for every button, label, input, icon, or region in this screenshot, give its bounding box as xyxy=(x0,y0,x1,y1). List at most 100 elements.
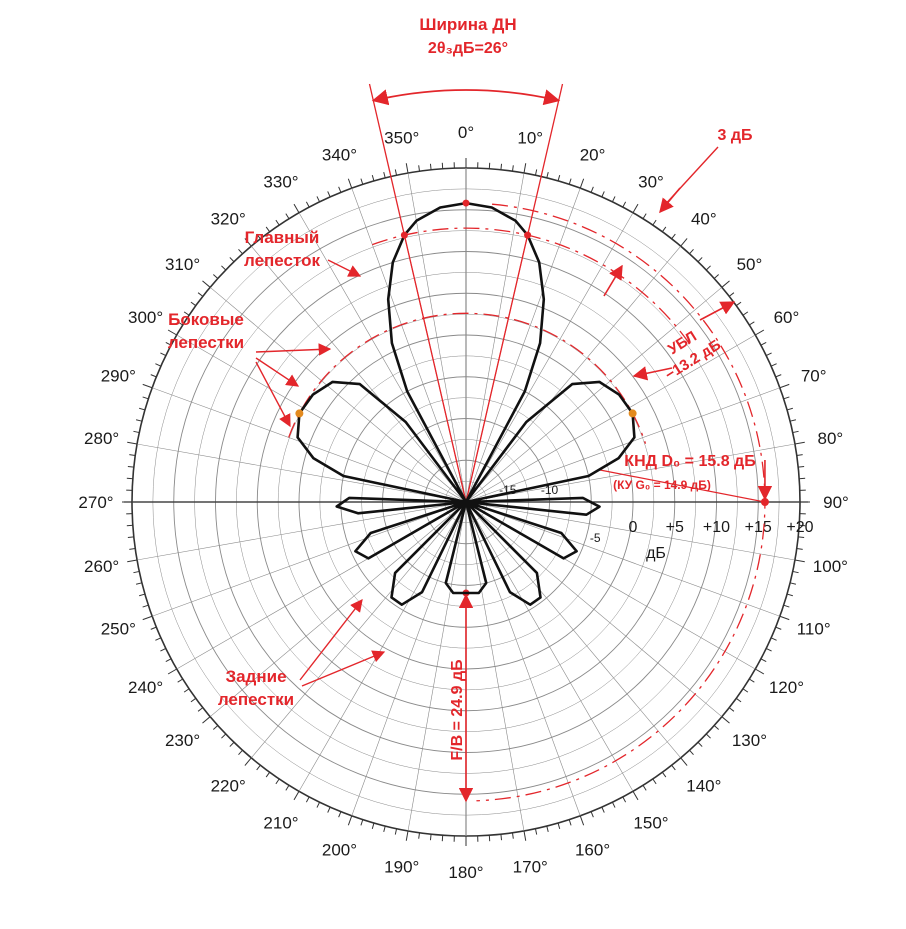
angle-tick xyxy=(244,238,252,247)
grid-spoke xyxy=(465,334,756,503)
angle-tick xyxy=(265,771,271,778)
angle-tick xyxy=(165,341,172,346)
peak-marker xyxy=(462,199,470,207)
grid-spoke xyxy=(137,501,467,561)
main-lobe-pointer xyxy=(327,259,362,277)
angle-tick xyxy=(338,186,342,193)
grid-spoke xyxy=(152,501,467,617)
angle-tick xyxy=(557,822,561,829)
angle-tick xyxy=(155,363,162,367)
angle-tick xyxy=(383,825,386,833)
grid-spoke xyxy=(209,501,467,717)
side-lobe-pointer-1 xyxy=(255,343,332,356)
angle-label: 310° xyxy=(165,255,200,274)
angle-label: 60° xyxy=(774,308,800,327)
angle-tick xyxy=(735,301,742,307)
angle-tick xyxy=(394,169,398,176)
angle-tick xyxy=(429,163,432,170)
halfpower-ray xyxy=(403,235,467,503)
angle-tick xyxy=(713,274,720,279)
angle-tick xyxy=(177,321,184,326)
angle-tick xyxy=(611,801,616,808)
angle-tick xyxy=(671,764,676,771)
db3-label: 3 дБ xyxy=(718,127,753,144)
angle-tick xyxy=(792,430,799,434)
annotations: Ширина ДН 2θ₃дБ=26° 3 дБ Главный лепесто… xyxy=(168,15,756,761)
angle-tick xyxy=(285,213,290,220)
angle-tick xyxy=(579,178,585,189)
sidelobe-level-arc xyxy=(288,312,647,444)
angle-tick xyxy=(142,383,153,389)
angle-tick xyxy=(601,806,605,813)
angle-label: 80° xyxy=(818,429,844,448)
front-to-back-label: F/B = 24.9 дБ xyxy=(449,659,466,760)
sll-arrow-2 xyxy=(632,366,673,381)
angle-label: 260° xyxy=(84,557,119,576)
grid-spoke xyxy=(465,501,723,717)
angle-tick xyxy=(238,248,243,255)
angle-tick xyxy=(557,175,561,182)
angle-tick xyxy=(765,352,772,357)
sidelobe-marker xyxy=(628,409,637,418)
angle-labels: 0° 10° 20° 30° 40° 50° 60° 70° 80° 90° 100° 110° 120… xyxy=(78,123,848,882)
angle-label: 10° xyxy=(517,129,543,148)
angle-tick xyxy=(534,828,538,835)
angle-tick xyxy=(794,441,805,445)
angle-tick xyxy=(735,697,742,703)
angle-tick xyxy=(786,593,793,597)
angle-tick xyxy=(418,165,421,172)
angle-tick xyxy=(770,637,777,641)
back-lobes-label-2: лепестки xyxy=(218,690,294,709)
angle-tick xyxy=(293,791,300,801)
angle-tick xyxy=(500,163,503,170)
halfpower-ray xyxy=(465,235,529,503)
angle-tick xyxy=(755,329,765,336)
angle-label: 330° xyxy=(263,173,298,192)
angle-label: 100° xyxy=(813,557,848,576)
angle-tick xyxy=(256,233,261,240)
angle-label: 210° xyxy=(263,813,298,832)
angle-tick xyxy=(728,292,735,297)
angle-tick xyxy=(642,784,647,791)
angle-label: 200° xyxy=(322,841,357,860)
sidelobe-marker xyxy=(295,409,304,418)
angle-tick xyxy=(139,407,146,411)
beamwidth-title: Ширина ДН xyxy=(419,15,516,34)
angle-tick xyxy=(755,668,765,675)
angle-label: 140° xyxy=(686,776,721,795)
angle-tick xyxy=(622,201,627,208)
angle-tick xyxy=(202,716,211,724)
grid-spoke xyxy=(465,501,525,831)
angle-tick xyxy=(256,764,261,771)
angle-tick xyxy=(765,647,772,652)
angle-tick xyxy=(127,536,134,539)
angle-label: 160° xyxy=(575,841,610,860)
angle-tick xyxy=(511,165,514,172)
side-lobes-label: Боковые xyxy=(168,310,244,329)
angle-label: 170° xyxy=(513,857,548,876)
angle-label: 340° xyxy=(322,145,357,164)
angle-tick xyxy=(327,806,331,813)
angle-tick xyxy=(305,796,310,803)
angle-tick xyxy=(221,265,227,271)
angle-tick xyxy=(590,811,594,818)
angle-tick xyxy=(142,396,149,400)
angle-tick xyxy=(590,186,594,193)
beamwidth-value: 2θ₃дБ=26° xyxy=(428,40,508,57)
angle-tick xyxy=(150,374,157,378)
angle-label: 250° xyxy=(101,620,136,639)
angle-tick xyxy=(779,383,790,389)
angle-tick xyxy=(177,678,184,683)
angle-tick xyxy=(167,668,177,675)
angle-tick xyxy=(652,778,657,785)
angle-tick xyxy=(697,741,703,747)
angle-tick xyxy=(338,811,342,818)
angle-tick xyxy=(534,169,538,176)
directivity-leader xyxy=(599,469,766,503)
grid-spoke xyxy=(465,188,581,503)
angle-tick xyxy=(165,658,172,663)
grid-spoke xyxy=(351,501,467,816)
angle-tick xyxy=(748,321,755,326)
side-lobe-pointer-2 xyxy=(255,357,300,387)
